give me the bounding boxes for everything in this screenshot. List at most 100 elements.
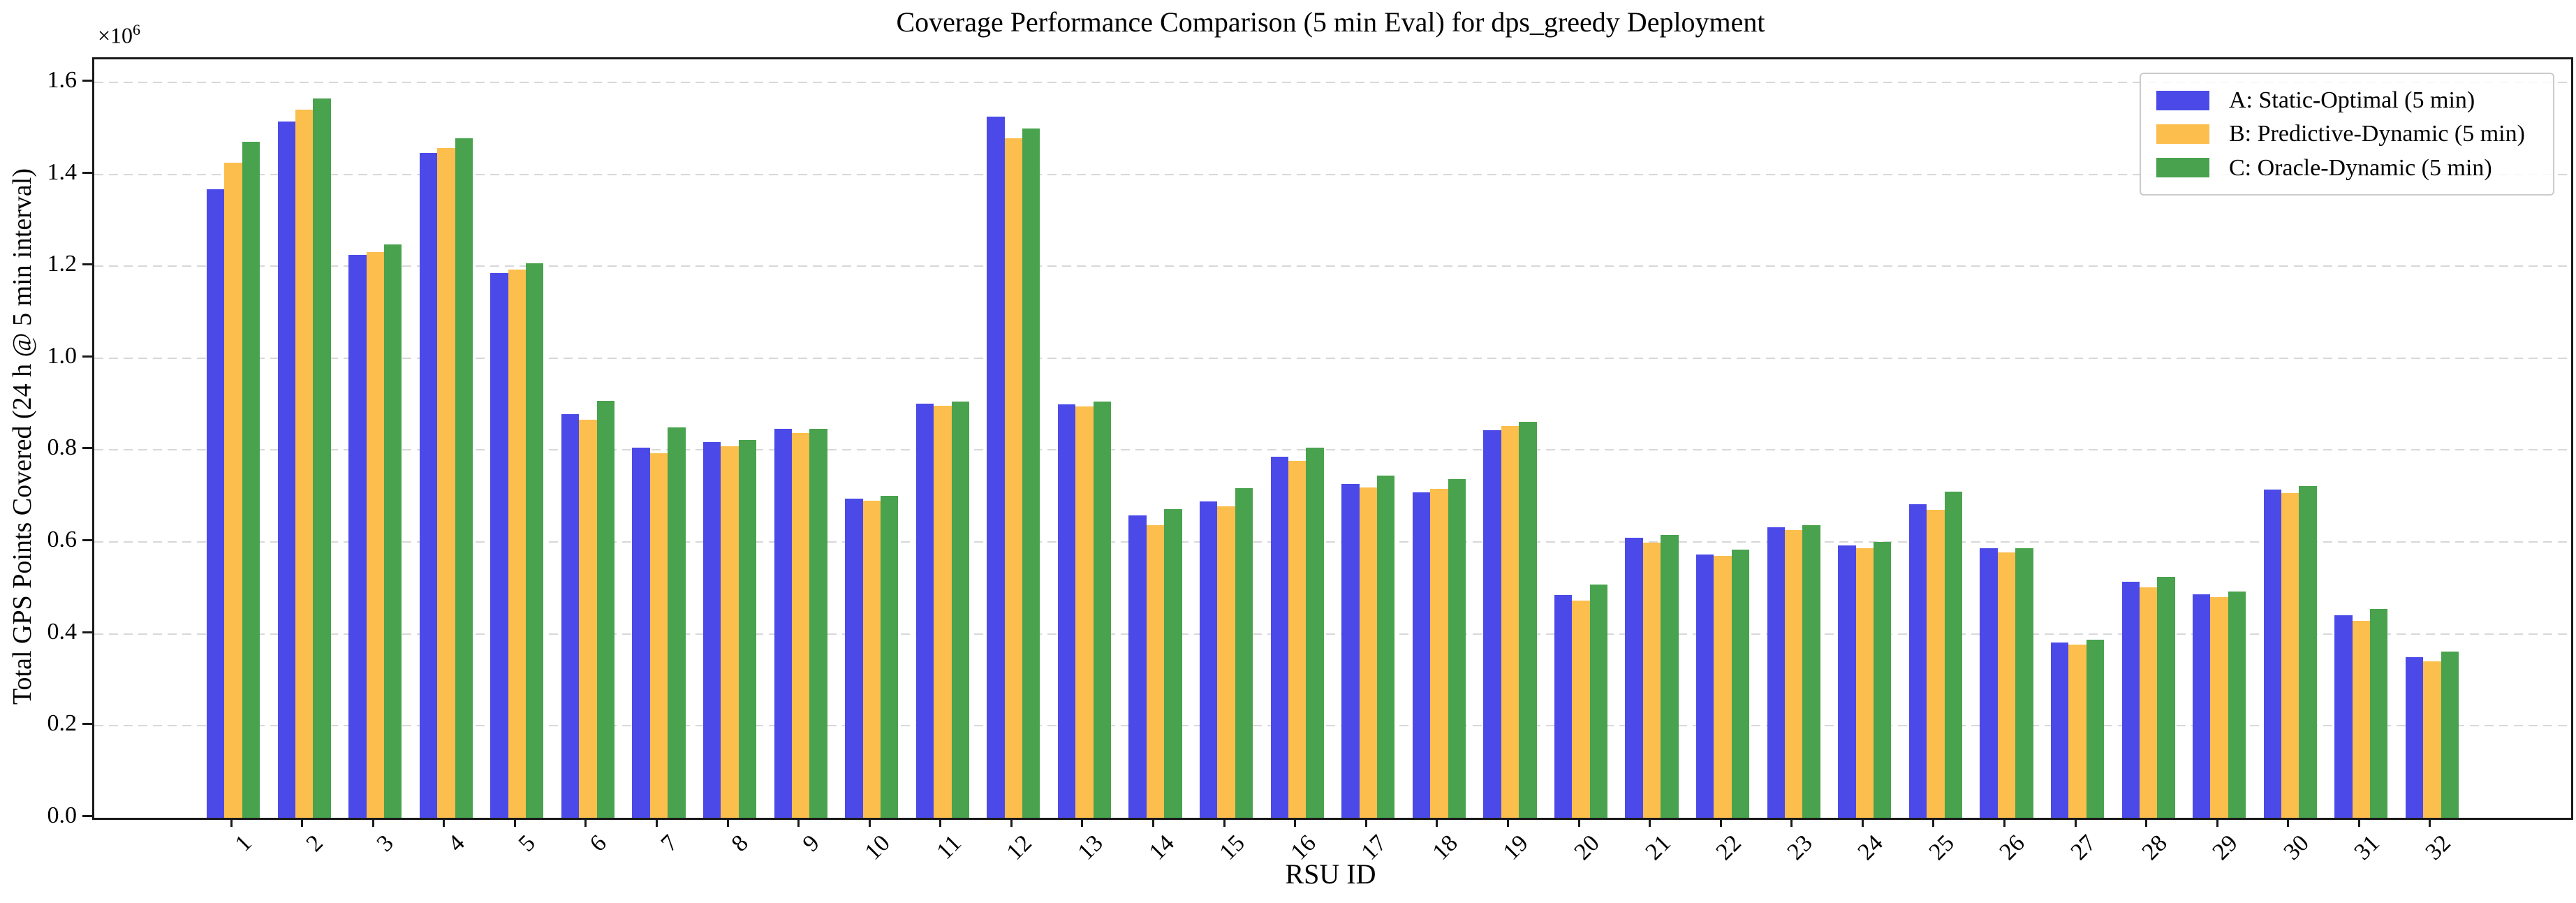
x-tick-1 [230,818,233,827]
x-tick-23 [1790,818,1793,827]
bar-series-c-rsu-12 [1022,128,1040,818]
bar-series-c-rsu-7 [668,427,686,818]
bar-series-c-rsu-20 [1589,584,1608,818]
bar-series-b-rsu-22 [1714,555,1732,818]
y-tick-label-0.8: 0.8 [47,434,78,461]
x-tick-20 [1577,818,1580,827]
bar-series-a-rsu-21 [1625,537,1643,818]
legend-swatch-a [2156,90,2209,110]
bar-series-b-rsu-5 [508,270,527,818]
bar-series-a-rsu-3 [348,254,367,818]
bar-series-a-rsu-9 [774,428,792,818]
bar-series-b-rsu-27 [2068,644,2086,818]
offset-exponent: 6 [133,21,141,38]
bar-series-b-rsu-20 [1572,600,1590,818]
legend-label-b: B: Predictive-Dynamic (5 min) [2229,121,2525,147]
bar-series-a-rsu-28 [2121,581,2140,818]
bar-series-a-rsu-31 [2334,615,2353,818]
y-tick-label-0.2: 0.2 [47,710,78,737]
gridline-y-0.2 [94,725,2571,727]
gridline-y-0.4 [94,633,2571,635]
y-tick-label-1.0: 1.0 [47,342,78,369]
bar-series-b-rsu-16 [1288,460,1307,818]
bar-series-a-rsu-11 [915,403,934,818]
plot-area [92,57,2573,820]
gridline-y-1.4 [94,173,2571,175]
bar-series-a-rsu-22 [1696,554,1714,818]
y-tick-label-0.4: 0.4 [47,618,78,645]
x-tick-29 [2216,818,2218,827]
bar-series-a-rsu-17 [1341,483,1360,818]
bar-series-a-rsu-18 [1412,492,1431,818]
bar-series-b-rsu-11 [934,406,952,818]
legend-swatch-b [2156,124,2209,144]
x-tick-8 [726,818,729,827]
bar-series-a-rsu-12 [987,117,1005,818]
y-tick-1.4 [82,171,92,174]
x-tick-11 [939,818,942,827]
y-tick-0.0 [82,815,92,817]
bar-series-b-rsu-28 [2139,587,2158,818]
bar-series-c-rsu-17 [1376,476,1395,818]
bar-series-c-rsu-22 [1731,550,1750,818]
bar-series-a-rsu-26 [1980,548,1998,818]
x-tick-18 [1436,818,1438,827]
bar-series-b-rsu-25 [1927,510,1945,818]
x-tick-5 [513,818,516,827]
bar-series-b-rsu-9 [791,433,810,818]
x-tick-25 [1932,818,1935,827]
bar-series-a-rsu-19 [1483,430,1501,818]
bar-series-b-rsu-17 [1359,487,1377,818]
legend-label-a: A: Static-Optimal (5 min) [2229,87,2475,113]
bar-series-b-rsu-6 [579,420,597,818]
bar-series-b-rsu-18 [1430,488,1448,818]
x-tick-19 [1506,818,1509,827]
legend-swatch-c [2156,158,2209,178]
bar-series-c-rsu-24 [1874,542,1892,818]
bar-series-c-rsu-5 [526,263,544,818]
bar-series-a-rsu-23 [1767,527,1786,818]
bar-series-c-rsu-19 [1519,421,1537,818]
x-tick-21 [1649,818,1651,827]
bar-series-b-rsu-26 [1997,552,2016,818]
bar-series-a-rsu-4 [419,152,438,818]
x-tick-17 [1364,818,1367,827]
x-tick-30 [2287,818,2290,827]
bar-series-a-rsu-13 [1057,404,1076,818]
bar-series-b-rsu-4 [437,148,455,818]
bar-series-a-rsu-32 [2405,657,2424,818]
x-tick-16 [1294,818,1297,827]
bar-series-c-rsu-32 [2441,651,2459,818]
y-tick-1.2 [82,263,92,266]
bar-series-c-rsu-15 [1235,488,1253,818]
bar-series-a-rsu-8 [703,441,721,818]
bar-series-c-rsu-2 [313,98,331,818]
bar-series-a-rsu-24 [1838,545,1856,818]
y-axis-offset-text: ×106 [98,21,140,49]
bar-series-c-rsu-25 [1944,491,1962,818]
bar-series-c-rsu-11 [951,401,969,818]
x-tick-4 [443,818,446,827]
bar-series-b-rsu-1 [224,163,242,818]
bar-series-b-rsu-19 [1501,426,1519,818]
bar-series-c-rsu-10 [880,495,899,818]
bar-series-c-rsu-27 [2086,639,2105,818]
bar-series-a-rsu-16 [1270,456,1288,818]
bar-series-a-rsu-5 [490,273,508,818]
y-tick-0.6 [82,539,92,542]
bar-series-c-rsu-1 [242,142,260,818]
gridline-y-1.6 [94,81,2571,83]
bar-series-c-rsu-13 [1093,402,1112,818]
bar-series-b-rsu-30 [2281,493,2299,818]
x-tick-13 [1081,818,1084,827]
bar-series-b-rsu-32 [2423,661,2441,818]
y-tick-label-0.6: 0.6 [47,527,78,553]
y-tick-1.6 [82,79,92,82]
bar-series-a-rsu-7 [632,447,650,818]
gridline-y-1.2 [94,265,2571,267]
x-tick-32 [2429,818,2431,827]
legend-label-c: C: Oracle-Dynamic (5 min) [2229,154,2492,181]
bar-series-a-rsu-20 [1554,594,1573,818]
bar-series-a-rsu-25 [1908,504,1927,818]
bar-series-b-rsu-21 [1642,543,1661,818]
